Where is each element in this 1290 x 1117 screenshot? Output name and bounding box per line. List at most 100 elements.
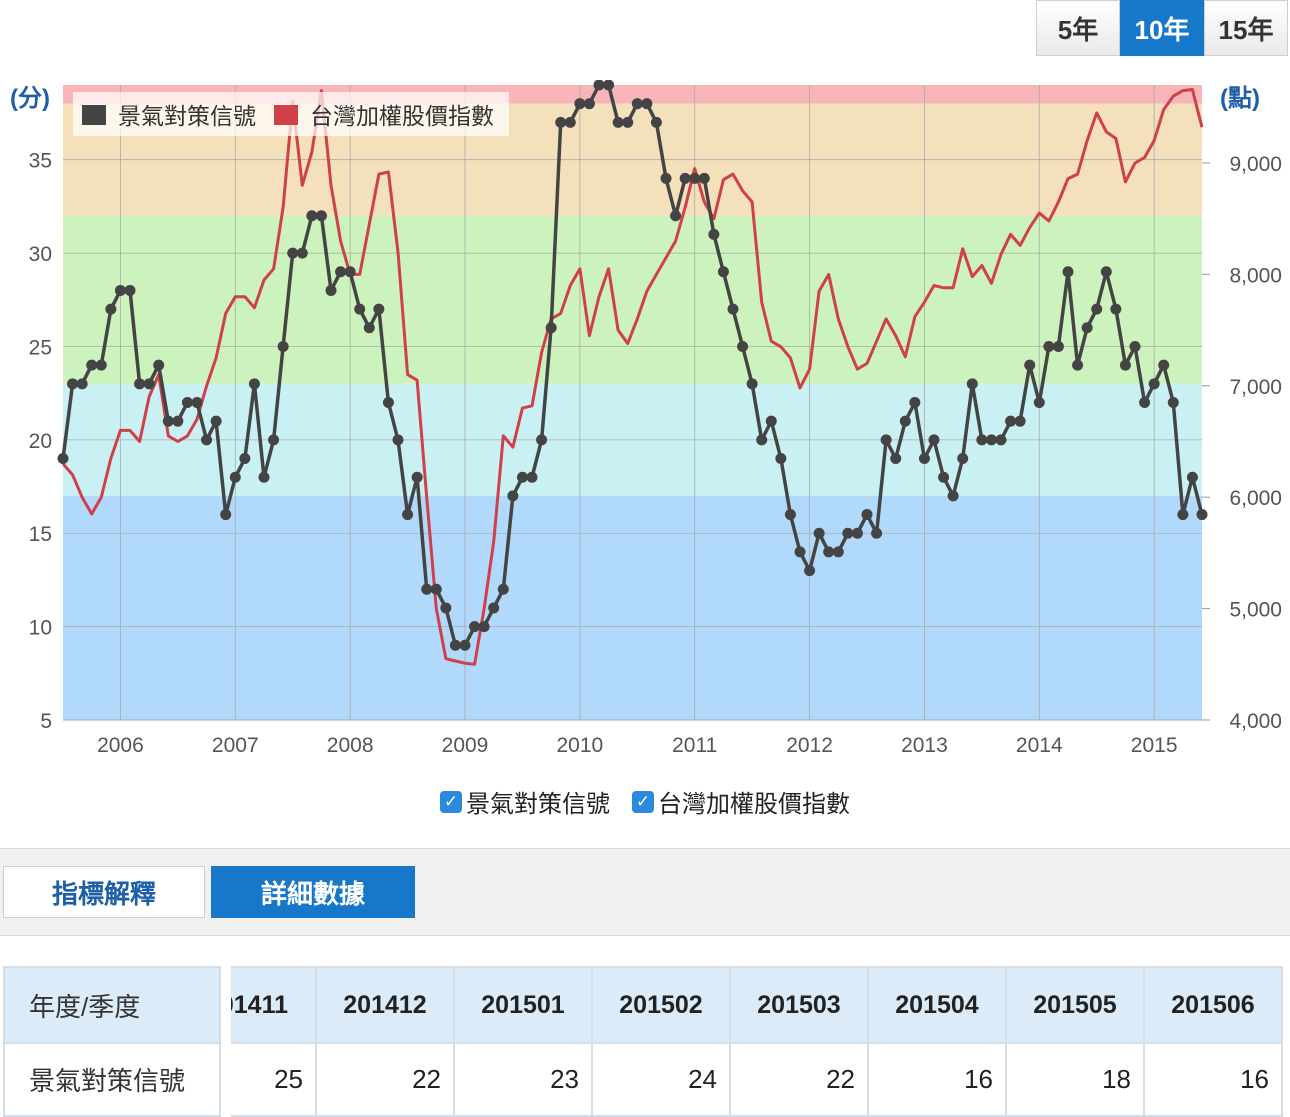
- legend-signal-label: 景氣對策信號: [118, 103, 256, 129]
- signal-point: [832, 546, 844, 558]
- signal-point: [220, 509, 232, 521]
- checkbox-checked-icon[interactable]: ✓: [440, 790, 462, 813]
- signal-band: [63, 215, 1202, 384]
- tab-bar: 指標解釋 詳細數據: [0, 848, 1290, 936]
- signal-point: [804, 565, 816, 577]
- signal-point: [1024, 359, 1036, 371]
- left-tick-label: 15: [29, 523, 52, 546]
- signal-point: [325, 284, 337, 296]
- signal-point: [708, 228, 720, 240]
- right-tick-label: 5,000: [1229, 599, 1282, 622]
- range-5y-button[interactable]: 5年: [1036, 0, 1120, 56]
- signal-point: [210, 415, 222, 427]
- signal-point: [277, 340, 289, 352]
- table-cell: 22: [315, 1042, 455, 1117]
- signal-point: [172, 415, 184, 427]
- data-table-scroll[interactable]: 201411 201412 201501 201502 201503 20150…: [231, 966, 1285, 1117]
- left-tick-label: 35: [29, 150, 52, 173]
- signal-point: [95, 359, 107, 371]
- signal-point: [603, 80, 615, 91]
- signal-point: [899, 415, 911, 427]
- left-axis-ticks: 5 10 15 20 25 30 35: [29, 150, 52, 733]
- tab-detailed-data[interactable]: 詳細數據: [211, 866, 415, 918]
- signal-point: [306, 210, 318, 222]
- signal-point: [296, 247, 308, 259]
- column-header: 201505: [1005, 966, 1145, 1044]
- signal-point: [784, 509, 796, 521]
- toggle-signal-series[interactable]: ✓ 景氣對策信號: [440, 784, 610, 819]
- signal-point: [507, 490, 519, 502]
- signal-point: [1100, 266, 1112, 278]
- signal-point: [650, 116, 662, 128]
- x-tick-label: 2010: [556, 734, 603, 757]
- signal-point: [1072, 359, 1084, 371]
- signal-point: [1091, 303, 1103, 315]
- signal-point: [114, 284, 126, 296]
- signal-point: [574, 98, 586, 110]
- signal-point: [162, 415, 174, 427]
- signal-point: [928, 434, 940, 446]
- column-header: 201504: [867, 966, 1007, 1044]
- signal-point: [373, 303, 385, 315]
- signal-point: [488, 602, 500, 614]
- toggle-index-series[interactable]: ✓ 台灣加權股價指數: [632, 784, 850, 819]
- tab-indicator-explanation[interactable]: 指標解釋: [3, 866, 205, 918]
- signal-point: [459, 639, 471, 651]
- x-tick-label: 2006: [97, 734, 144, 757]
- column-header: 201502: [591, 966, 731, 1044]
- signal-point: [248, 378, 260, 390]
- legend-index-swatch: [274, 105, 298, 125]
- column-header: 201501: [453, 966, 593, 1044]
- signal-point: [737, 340, 749, 352]
- signal-point: [430, 583, 442, 595]
- x-axis-ticks: 2006 2007 2008 2009 2010 2011 2012 2013 2014 2015: [97, 734, 1177, 757]
- index-series-line: [61, 88, 1204, 666]
- signal-point: [813, 527, 825, 539]
- signal-point: [440, 602, 452, 614]
- signal-point: [1110, 303, 1122, 315]
- signal-point: [1129, 340, 1141, 352]
- legend-signal-swatch: [82, 105, 106, 125]
- signal-point: [191, 397, 203, 408]
- x-tick-label: 2012: [786, 734, 833, 757]
- right-axis-ticks: 4,000 5,000 6,000 7,000 8,000 9,000: [1202, 153, 1282, 733]
- signal-point: [181, 397, 193, 408]
- signal-point: [966, 378, 978, 390]
- signal-point: [851, 527, 863, 539]
- signal-point: [861, 509, 873, 521]
- column-header: 201506: [1143, 966, 1283, 1044]
- signal-point: [105, 303, 117, 315]
- signal-point: [1139, 397, 1151, 408]
- range-10y-button[interactable]: 10年: [1120, 0, 1204, 56]
- x-tick-label: 2014: [1016, 734, 1063, 757]
- signal-point: [1062, 266, 1074, 278]
- column-header: 201412: [315, 966, 455, 1044]
- signal-point: [756, 434, 768, 446]
- signal-point: [268, 434, 280, 446]
- legend-index-label: 台灣加權股價指數: [310, 103, 494, 129]
- left-tick-label: 30: [29, 243, 52, 266]
- range-selector: 5年 10年 15年: [1036, 0, 1288, 56]
- x-tick-label: 2008: [327, 734, 374, 757]
- toggle-signal-label: 景氣對策信號: [466, 791, 610, 818]
- signal-point: [516, 471, 528, 483]
- data-table: 201411 201412 201501 201502 201503 20150…: [231, 966, 1283, 1117]
- chart-legend-top: 景氣對策信號 台灣加權股價指數: [73, 92, 509, 136]
- checkbox-checked-icon[interactable]: ✓: [632, 790, 654, 813]
- signal-point: [794, 546, 806, 558]
- signal-point: [354, 303, 366, 315]
- signal-point: [421, 583, 433, 595]
- table-cell: 16: [1143, 1042, 1283, 1117]
- left-tick-label: 25: [29, 336, 52, 359]
- right-tick-label: 8,000: [1229, 264, 1282, 287]
- signal-point: [1043, 340, 1055, 352]
- signal-point: [1177, 509, 1189, 521]
- signal-point: [382, 397, 394, 408]
- signal-point: [765, 415, 777, 427]
- signal-point: [976, 434, 988, 446]
- range-15y-button[interactable]: 15年: [1204, 0, 1288, 56]
- signal-point: [555, 116, 567, 128]
- x-tick-label: 2007: [212, 734, 259, 757]
- table-cell: 23: [453, 1042, 593, 1117]
- signal-point: [1014, 415, 1026, 427]
